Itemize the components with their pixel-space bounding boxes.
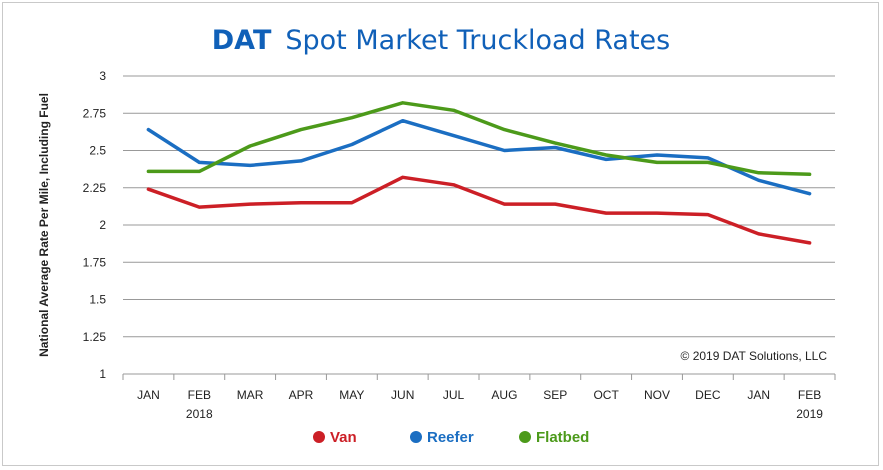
series-line-van xyxy=(146,175,812,245)
legend-label-reefer: Reefer xyxy=(427,429,474,446)
series-lines xyxy=(146,101,812,245)
x-tick-label: FEB xyxy=(798,388,821,402)
chart-svg: DAT Spot Market Truckload Rates 1 1.25 1.5… xyxy=(37,25,836,446)
y-axis-label: National Average Rate Per Mile, Includin… xyxy=(37,93,51,357)
x-tick-label: AUG xyxy=(491,388,517,402)
title-text: Spot Market Truckload Rates xyxy=(285,25,670,56)
x-tick-label: FEB xyxy=(188,388,211,402)
x-tick-year-label: 2018 xyxy=(186,407,213,421)
y-tick-label: 3 xyxy=(99,69,106,83)
x-tick-label: SEP xyxy=(543,388,567,402)
y-tick-label: 1.5 xyxy=(89,293,106,307)
legend-label-van: Van xyxy=(330,429,357,446)
x-tick-label: APR xyxy=(289,388,314,402)
title-brand: DAT xyxy=(212,25,272,56)
copyright-text: © 2019 DAT Solutions, LLC xyxy=(681,349,828,363)
x-tick-label: NOV xyxy=(644,388,670,402)
x-tick-label: DEC xyxy=(695,388,721,402)
legend: Van Reefer Flatbed xyxy=(313,429,589,446)
x-tick-label: JUL xyxy=(443,388,465,402)
y-axis-ticks: 1 1.25 1.5 1.75 2 2.25 2.5 2.75 3 xyxy=(83,69,107,381)
x-tick-label: MAY xyxy=(339,388,364,402)
x-tick-label: JAN xyxy=(137,388,160,402)
y-tick-label: 2.25 xyxy=(83,181,107,195)
chart-title: DAT Spot Market Truckload Rates xyxy=(212,25,670,56)
y-tick-label: 1 xyxy=(99,367,106,381)
legend-label-flatbed: Flatbed xyxy=(536,429,589,446)
x-tick-year-label: 2019 xyxy=(796,407,823,421)
legend-marker-flatbed xyxy=(519,431,531,443)
x-tick-label: MAR xyxy=(237,388,264,402)
y-tick-label: 2.75 xyxy=(83,106,107,120)
x-axis-ticks: JAN FEB 2018 MAR APR MAY JUN JUL AUG SEP OCT NOV DEC… xyxy=(122,374,836,421)
x-tick-label: JAN xyxy=(747,388,770,402)
legend-marker-van xyxy=(313,431,325,443)
y-tick-label: 2.5 xyxy=(89,144,106,158)
x-tick-label: JUN xyxy=(391,388,414,402)
y-tick-label: 2 xyxy=(99,218,106,232)
y-tick-label: 1.75 xyxy=(83,255,107,269)
y-tick-label: 1.25 xyxy=(83,330,107,344)
legend-marker-reefer xyxy=(410,431,422,443)
series-line-flatbed xyxy=(146,101,812,177)
series-line-reefer xyxy=(146,118,812,196)
x-tick-label: OCT xyxy=(593,388,619,402)
